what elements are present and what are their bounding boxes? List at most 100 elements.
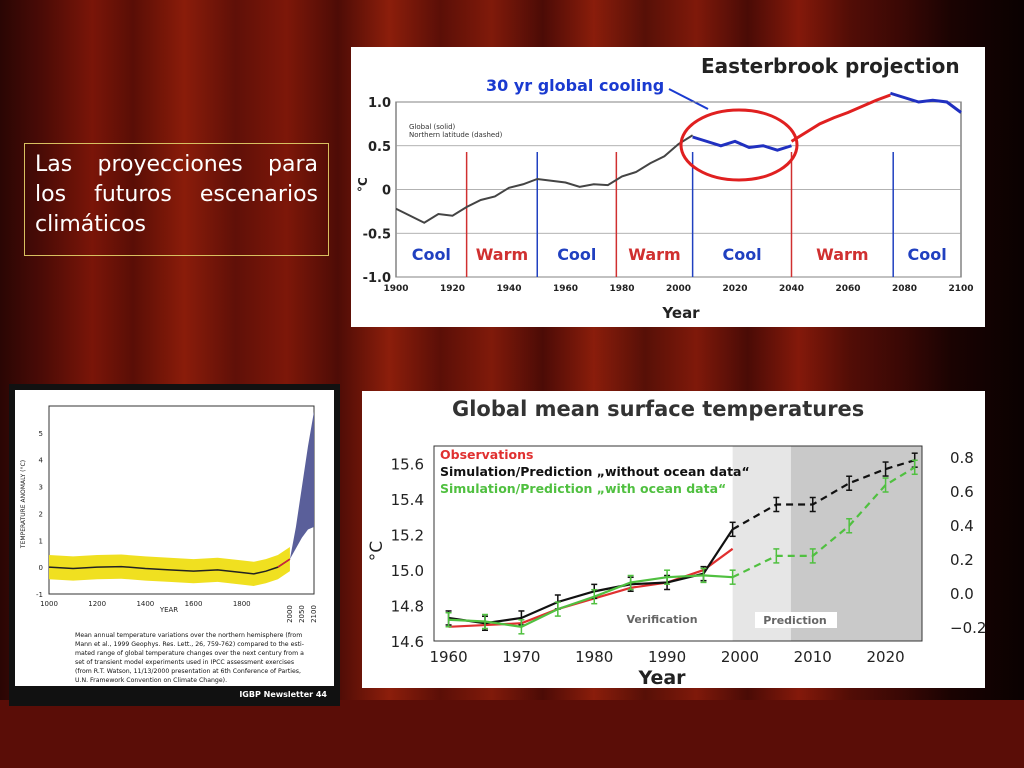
caption-line: set of transient model experiments used … <box>75 659 294 666</box>
region-label-verification: Verification <box>626 613 697 626</box>
y2-tick-label: 0.8 <box>950 449 974 467</box>
period-label: Warm <box>628 245 680 264</box>
y-tick-label: 0 <box>382 184 391 199</box>
x-tick-label: 2100 <box>310 605 318 623</box>
slide-caption: Las proyecciones para los futuros escena… <box>24 143 329 256</box>
x-tick-label: 2020 <box>722 284 747 294</box>
caption-line: Mann et al., 1999 Geophys. Res. Lett., 2… <box>75 641 304 648</box>
y2-tick-label: 0.0 <box>950 585 974 603</box>
caption-line: (from R.T. Watson, 11/13/2000 presentati… <box>75 668 301 675</box>
x-tick-label: 1990 <box>648 648 686 666</box>
legend-entry: Simulation/Prediction „with ocean data“ <box>440 481 726 496</box>
y-tick-label: 0.5 <box>368 140 391 155</box>
uncertainty-band <box>49 547 290 586</box>
caption-line: U.N. Framework Convention on Climate Cha… <box>75 677 227 684</box>
period-label: Cool <box>412 245 451 264</box>
x-tick-label: 1400 <box>136 600 154 608</box>
period-label: Cool <box>907 245 946 264</box>
prediction-region-dark <box>790 446 922 641</box>
annotation-arrow <box>668 88 709 110</box>
x-tick-label: 2020 <box>866 648 904 666</box>
y-tick-label: 15.4 <box>391 491 424 509</box>
x-tick-label: 1970 <box>502 648 540 666</box>
x-tick-label: 1800 <box>233 600 251 608</box>
region-label-box <box>755 612 837 628</box>
series-prediction-line <box>732 466 916 579</box>
y-tick-label: 1.0 <box>368 96 391 111</box>
x-tick-label: 1940 <box>496 284 521 294</box>
x-tick-label: 2000 <box>286 605 294 623</box>
y-tick-label: 15.0 <box>391 562 424 580</box>
y-tick-label: -1.0 <box>363 271 391 286</box>
series-line <box>889 91 962 114</box>
y-axis-label: °C <box>367 541 387 561</box>
instrumental-line <box>277 558 291 568</box>
y-axis-label: TEMPERATURE ANOMALY (°C) <box>20 460 27 549</box>
y-tick-label: 3 <box>39 484 43 492</box>
y-tick-label: -0.5 <box>363 227 391 242</box>
x-tick-label: 1920 <box>440 284 465 294</box>
period-label: Warm <box>816 245 868 264</box>
y-tick-label: 14.8 <box>391 598 424 616</box>
x-axis-label: Year <box>637 667 686 688</box>
y-tick-label: 0 <box>39 564 43 572</box>
y-tick-label: 15.2 <box>391 527 424 545</box>
y-tick-label: 15.6 <box>391 456 424 474</box>
region-label-prediction: Prediction <box>763 614 827 627</box>
period-label: Warm <box>476 245 528 264</box>
easterbrook-chart: Easterbrook projection 30 yr global cooli… <box>356 54 974 322</box>
y-tick-label: -1 <box>36 591 43 599</box>
source-label: IGBP Newsletter 44 <box>239 690 327 699</box>
stage-floor <box>0 700 1024 768</box>
x-tick-label: 1600 <box>185 600 203 608</box>
x-tick-label: 1000 <box>40 600 58 608</box>
series-line <box>692 135 792 152</box>
reconstruction-line <box>48 558 291 575</box>
y-tick-label: 4 <box>39 457 44 465</box>
chart-background <box>15 390 334 700</box>
easterbrook-panel: Easterbrook projection 30 yr global cooli… <box>351 47 985 327</box>
period-label: Cool <box>557 245 596 264</box>
annotation-label: 30 yr global cooling <box>486 76 664 95</box>
y-tick-label: 14.6 <box>391 633 424 651</box>
x-tick-label: 1900 <box>383 284 408 294</box>
series-prediction-line <box>732 459 916 531</box>
x-tick-label: 2000 <box>721 648 759 666</box>
anomaly-panel: 5 4 3 2 1 0 -1 1000 1200 1400 1600 1800 2000 2050 2100… <box>9 384 340 706</box>
series-line <box>790 93 891 143</box>
x-tick-label: 1960 <box>553 284 578 294</box>
y-tick-label: 1 <box>39 537 43 545</box>
chart-title: Easterbrook projection <box>701 54 960 78</box>
projection-range <box>289 411 314 560</box>
x-tick-label: 1960 <box>429 648 467 666</box>
y2-tick-label: −0.2 <box>950 619 985 637</box>
x-tick-label: 2010 <box>794 648 832 666</box>
x-axis-label: Year <box>661 304 700 322</box>
legend-entry: Simulation/Prediction „without ocean dat… <box>440 464 750 479</box>
x-tick-label: 2050 <box>298 605 306 623</box>
global-mean-panel: Global mean surface temperatures Verifica… <box>362 391 986 689</box>
x-tick-label: 1980 <box>609 284 634 294</box>
x-tick-label: 2060 <box>835 284 860 294</box>
caption-line: Mean annual temperature variations over … <box>75 632 302 639</box>
y-tick-label: 2 <box>39 510 43 518</box>
x-tick-label: 1200 <box>88 600 106 608</box>
y2-tick-label: 0.6 <box>950 483 974 501</box>
y-tick-label: 5 <box>39 430 43 438</box>
x-tick-label: 1980 <box>575 648 613 666</box>
legend-entry: Observations <box>440 447 533 462</box>
x-tick-label: 2080 <box>892 284 917 294</box>
x-tick-label: 2000 <box>666 284 691 294</box>
x-tick-label: 2100 <box>948 284 973 294</box>
legend-entry: Global (solid) <box>409 123 456 131</box>
plot-frame <box>433 445 923 642</box>
highlight-ellipse <box>679 108 799 182</box>
y-axis-label: °C <box>356 177 370 192</box>
source-bar <box>15 686 334 700</box>
chart-title: Global mean surface temperatures <box>452 397 864 421</box>
y2-tick-label: 0.2 <box>950 551 974 569</box>
caption-line: mated range of global temperature change… <box>75 650 304 657</box>
series-line <box>395 134 694 224</box>
period-label: Cool <box>722 245 761 264</box>
